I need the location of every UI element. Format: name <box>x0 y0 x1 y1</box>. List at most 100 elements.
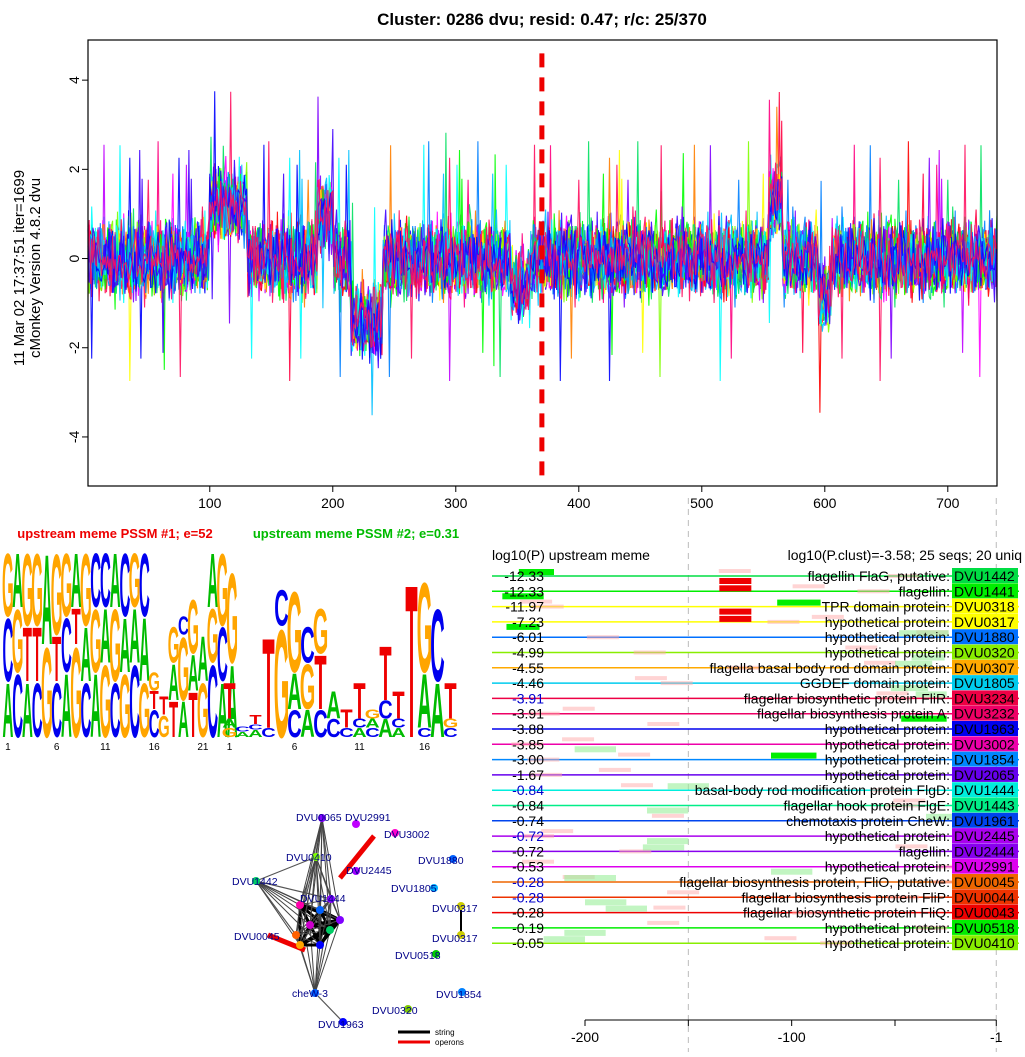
gene-label: DVU3002 <box>954 736 1015 752</box>
motif-site <box>502 593 544 600</box>
pssm1-logo: ACGCGAATGCTGGACTGACGGTACAGAGCGACCGAGACCA… <box>2 529 238 765</box>
faint-site <box>893 798 926 803</box>
motif-row-pvalue: -3.91 <box>512 690 544 706</box>
faint-site <box>522 859 555 864</box>
motif-row: -0.28 flagellar biosynthesis protein FliP… <box>492 889 1019 906</box>
motif-rows: -12.33 flagellin FlaG, putative: DVU1442-1… <box>492 568 1019 951</box>
motif-row-name: chemotaxis protein CheW: <box>786 813 950 829</box>
network-node <box>404 1005 412 1013</box>
gene-label: DVU0317 <box>954 614 1015 630</box>
network-edge <box>299 904 316 994</box>
gene-badge <box>952 904 1018 920</box>
motif-row-pvalue: -0.19 <box>512 920 544 936</box>
network-node <box>336 916 344 924</box>
network-edge <box>321 817 331 931</box>
logo-letter-G: G <box>31 533 43 648</box>
chart-title: Cluster: 0286 dvu; resid: 0.47; r/c: 25/… <box>377 10 707 29</box>
logo-letter-C: C <box>129 645 140 760</box>
logo-letter-T: T <box>52 623 61 695</box>
motif-row-name: hypothetical protein: <box>825 721 950 737</box>
motif-site-red <box>719 585 752 592</box>
motif-x-axis: -200 -100 -1 <box>571 1019 1003 1045</box>
motif-row: -0.19 hypothetical protein: DVU0518 <box>492 919 1019 936</box>
plot-frame <box>87 39 998 487</box>
y-tick-label: -4 <box>66 431 82 444</box>
motif-row-pvalue: -0.53 <box>512 859 544 875</box>
network-edge <box>319 817 323 946</box>
motif-x-tick-label: -200 <box>571 1029 599 1045</box>
faint-site <box>887 895 920 900</box>
motif-site <box>574 746 616 753</box>
gene-badge <box>952 812 1018 828</box>
faint-site <box>531 604 564 609</box>
network-edge <box>314 992 344 1023</box>
faint-site <box>767 619 800 624</box>
pssm1-title: upstream meme PSSM #1; e=52 <box>17 526 212 541</box>
motif-row-pvalue: -3.88 <box>512 721 544 737</box>
logo-letter-A: A <box>90 656 101 756</box>
faint-site <box>620 783 653 788</box>
network-edge <box>255 880 341 921</box>
faint-site <box>887 574 920 578</box>
motif-row-name: flagellin: <box>899 583 950 599</box>
motif-x-tick-label: -100 <box>778 1029 806 1045</box>
faint-site <box>876 691 909 696</box>
gene-label: DVU3232 <box>954 706 1015 722</box>
logo-letter-G: G <box>41 622 53 765</box>
logo-letter-A: A <box>129 593 140 679</box>
faint-site <box>727 665 760 670</box>
logo-letter-G: G <box>51 531 63 660</box>
gene-badge <box>952 721 1018 736</box>
motif-site <box>926 813 968 820</box>
motif-row-pvalue: -6.01 <box>512 629 544 645</box>
motif-row-pvalue: -11.97 <box>505 599 544 615</box>
logo-letter-A: A <box>71 537 82 623</box>
logo-tick: 16 <box>149 742 161 753</box>
y-tick-label: 2 <box>66 165 82 173</box>
logo-letter-T: T <box>405 540 417 784</box>
network-edge <box>299 817 323 946</box>
logo-tick: 6 <box>292 742 298 753</box>
logo-letter-T: T <box>353 674 365 731</box>
logo-letter-A: A <box>430 667 444 753</box>
logo-letter-A: A <box>100 593 111 679</box>
motif-row: -3.00 hypothetical protein: DVU1854 <box>492 751 1019 768</box>
motif-site <box>564 875 616 881</box>
motif-row: -0.84 basal-body rod modification protein… <box>492 782 1019 798</box>
gene-label: DVU1880 <box>954 629 1015 645</box>
logo-letter-G: G <box>274 600 290 771</box>
motif-row-name: hypothetical protein: <box>825 859 950 875</box>
faint-site <box>541 829 574 834</box>
logo-letter-T: T <box>340 704 352 733</box>
gene-badge <box>952 889 1018 905</box>
motif-row-name: basal-body rod modification protein FlgD… <box>695 782 950 798</box>
y-tick-label: 4 <box>66 76 82 84</box>
logo-letter-C: C <box>443 726 457 741</box>
logo-letter-C: C <box>100 537 111 623</box>
logo-letter-A: A <box>139 600 150 700</box>
network-edge <box>255 856 317 882</box>
network-label: DVU0317 <box>432 903 478 915</box>
logo-letter-A: A <box>417 658 431 744</box>
network-edge <box>321 817 341 921</box>
logo-letter-C: C <box>300 618 314 675</box>
motif-row: -0.53 hypothetical protein: DVU2991 <box>492 858 1019 875</box>
motif-title-right: log10(P.clust)=-3.58; 25 seqs; 20 uniq <box>788 547 1022 563</box>
motif-row-name: hypothetical protein: <box>825 920 950 936</box>
gene-label: DVU1443 <box>954 798 1015 814</box>
logo-letter-T: T <box>223 674 235 731</box>
network-node <box>312 853 320 861</box>
gene-badge <box>952 751 1018 767</box>
gene-label: DVU0045 <box>954 874 1015 890</box>
gene-badge <box>952 613 1018 629</box>
motif-row-pvalue: -4.46 <box>512 675 544 691</box>
motif-row: -3.91 flagellar biosynthetic protein FliR… <box>492 690 1019 706</box>
network-edge <box>315 856 321 946</box>
network-node <box>391 829 399 837</box>
logo-letter-T: T <box>72 599 81 656</box>
motif-row-pvalue: -12.33 <box>504 568 544 584</box>
gene-label: DVU0044 <box>954 889 1015 905</box>
network-node <box>457 902 465 910</box>
motif-row-pvalue: -0.84 <box>512 782 544 798</box>
